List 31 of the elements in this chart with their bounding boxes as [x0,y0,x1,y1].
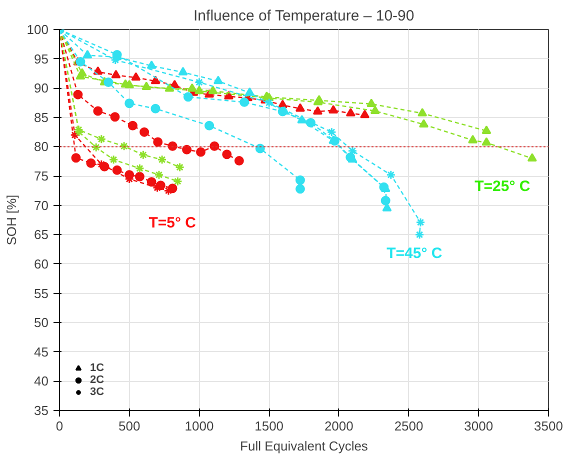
y-tick-label: 65 [34,227,49,242]
legend-label: 2C [90,374,106,386]
x-tick-label: 3500 [534,418,563,434]
y-tick-label: 45 [34,344,49,360]
x-axis-title: Full Equivalent Cycles [240,438,368,454]
x-tick-label: 2000 [324,418,354,434]
x-tick-label: 2500 [394,418,424,434]
y-tick-label: 95 [34,51,49,66]
y-tick-label: 35 [34,403,49,418]
annotation: T=25° C [474,178,530,196]
y-tick-label: 55 [34,286,49,301]
x-tick-label: 500 [118,418,140,434]
x-tick-label: 3000 [464,418,494,434]
y-tick-label: 50 [34,315,49,330]
x-tick-label: 0 [56,418,64,434]
legend-label: 1C [90,362,106,374]
y-tick-label: 100 [26,22,49,37]
chart-title: Influence of Temperature – 10-90 [194,8,414,24]
y-tick-label: 90 [34,80,49,96]
annotation: T=5° C [148,214,196,232]
y-tick-label: 40 [34,374,49,389]
y-tick-label: 85 [34,110,49,125]
legend-label: 3C [90,386,106,398]
x-tick-label: 1000 [184,418,214,434]
y-tick-label: 70 [34,198,49,213]
annotation: T=45° C [386,244,442,262]
y-axis-title: SOH [%] [4,194,19,246]
y-tick-label: 80 [34,139,49,154]
x-tick-label: 1500 [254,418,284,434]
y-tick-label: 75 [34,168,49,184]
y-tick-label: 60 [34,256,49,272]
